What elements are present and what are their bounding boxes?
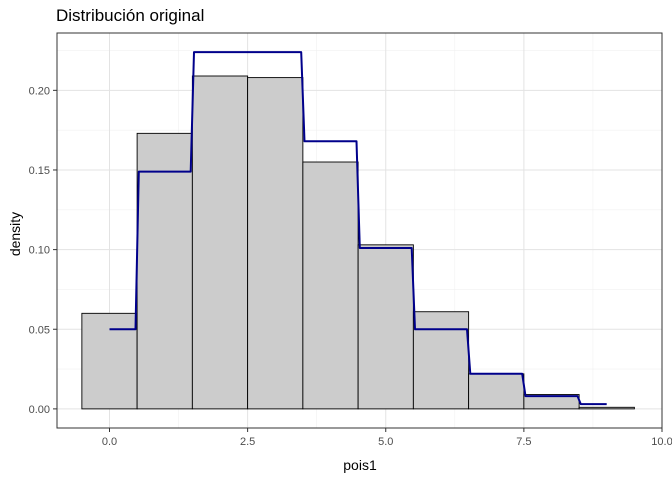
histogram-bar <box>136 132 193 410</box>
x-tick-label: 7.5 <box>516 436 531 448</box>
histogram-bar <box>412 311 470 410</box>
y-tick-label: 0.10 <box>29 245 50 257</box>
histogram-bar <box>578 406 635 410</box>
histogram-bars <box>81 75 635 410</box>
histogram-bar <box>191 75 249 410</box>
histogram-bar <box>247 77 304 410</box>
y-tick-label: 0.15 <box>29 165 50 177</box>
axes: 0.0 2.5 5.0 7.5 10.0 0.00 0.05 0.10 0.15 0.20 <box>29 32 672 448</box>
y-tick-label: 0.05 <box>29 324 50 336</box>
y-axis-label: density <box>7 212 23 256</box>
panel-border <box>56 32 663 429</box>
histogram-bar <box>357 244 414 410</box>
histogram-bar <box>81 312 138 410</box>
y-tick-label: 0.00 <box>29 404 50 416</box>
x-axis-label: pois1 <box>343 457 377 473</box>
density-step-path <box>109 51 607 406</box>
chart-title: Distribución original <box>56 6 205 25</box>
histogram-bar <box>302 161 359 410</box>
x-tick-label: 10.0 <box>651 436 672 448</box>
y-tick-label: 0.20 <box>29 85 50 97</box>
histogram-bar <box>468 373 525 410</box>
density-step-line <box>109 51 607 406</box>
x-tick-label: 2.5 <box>240 436 255 448</box>
x-tick-label: 5.0 <box>378 436 393 448</box>
x-tick-label: 0.0 <box>102 436 117 448</box>
